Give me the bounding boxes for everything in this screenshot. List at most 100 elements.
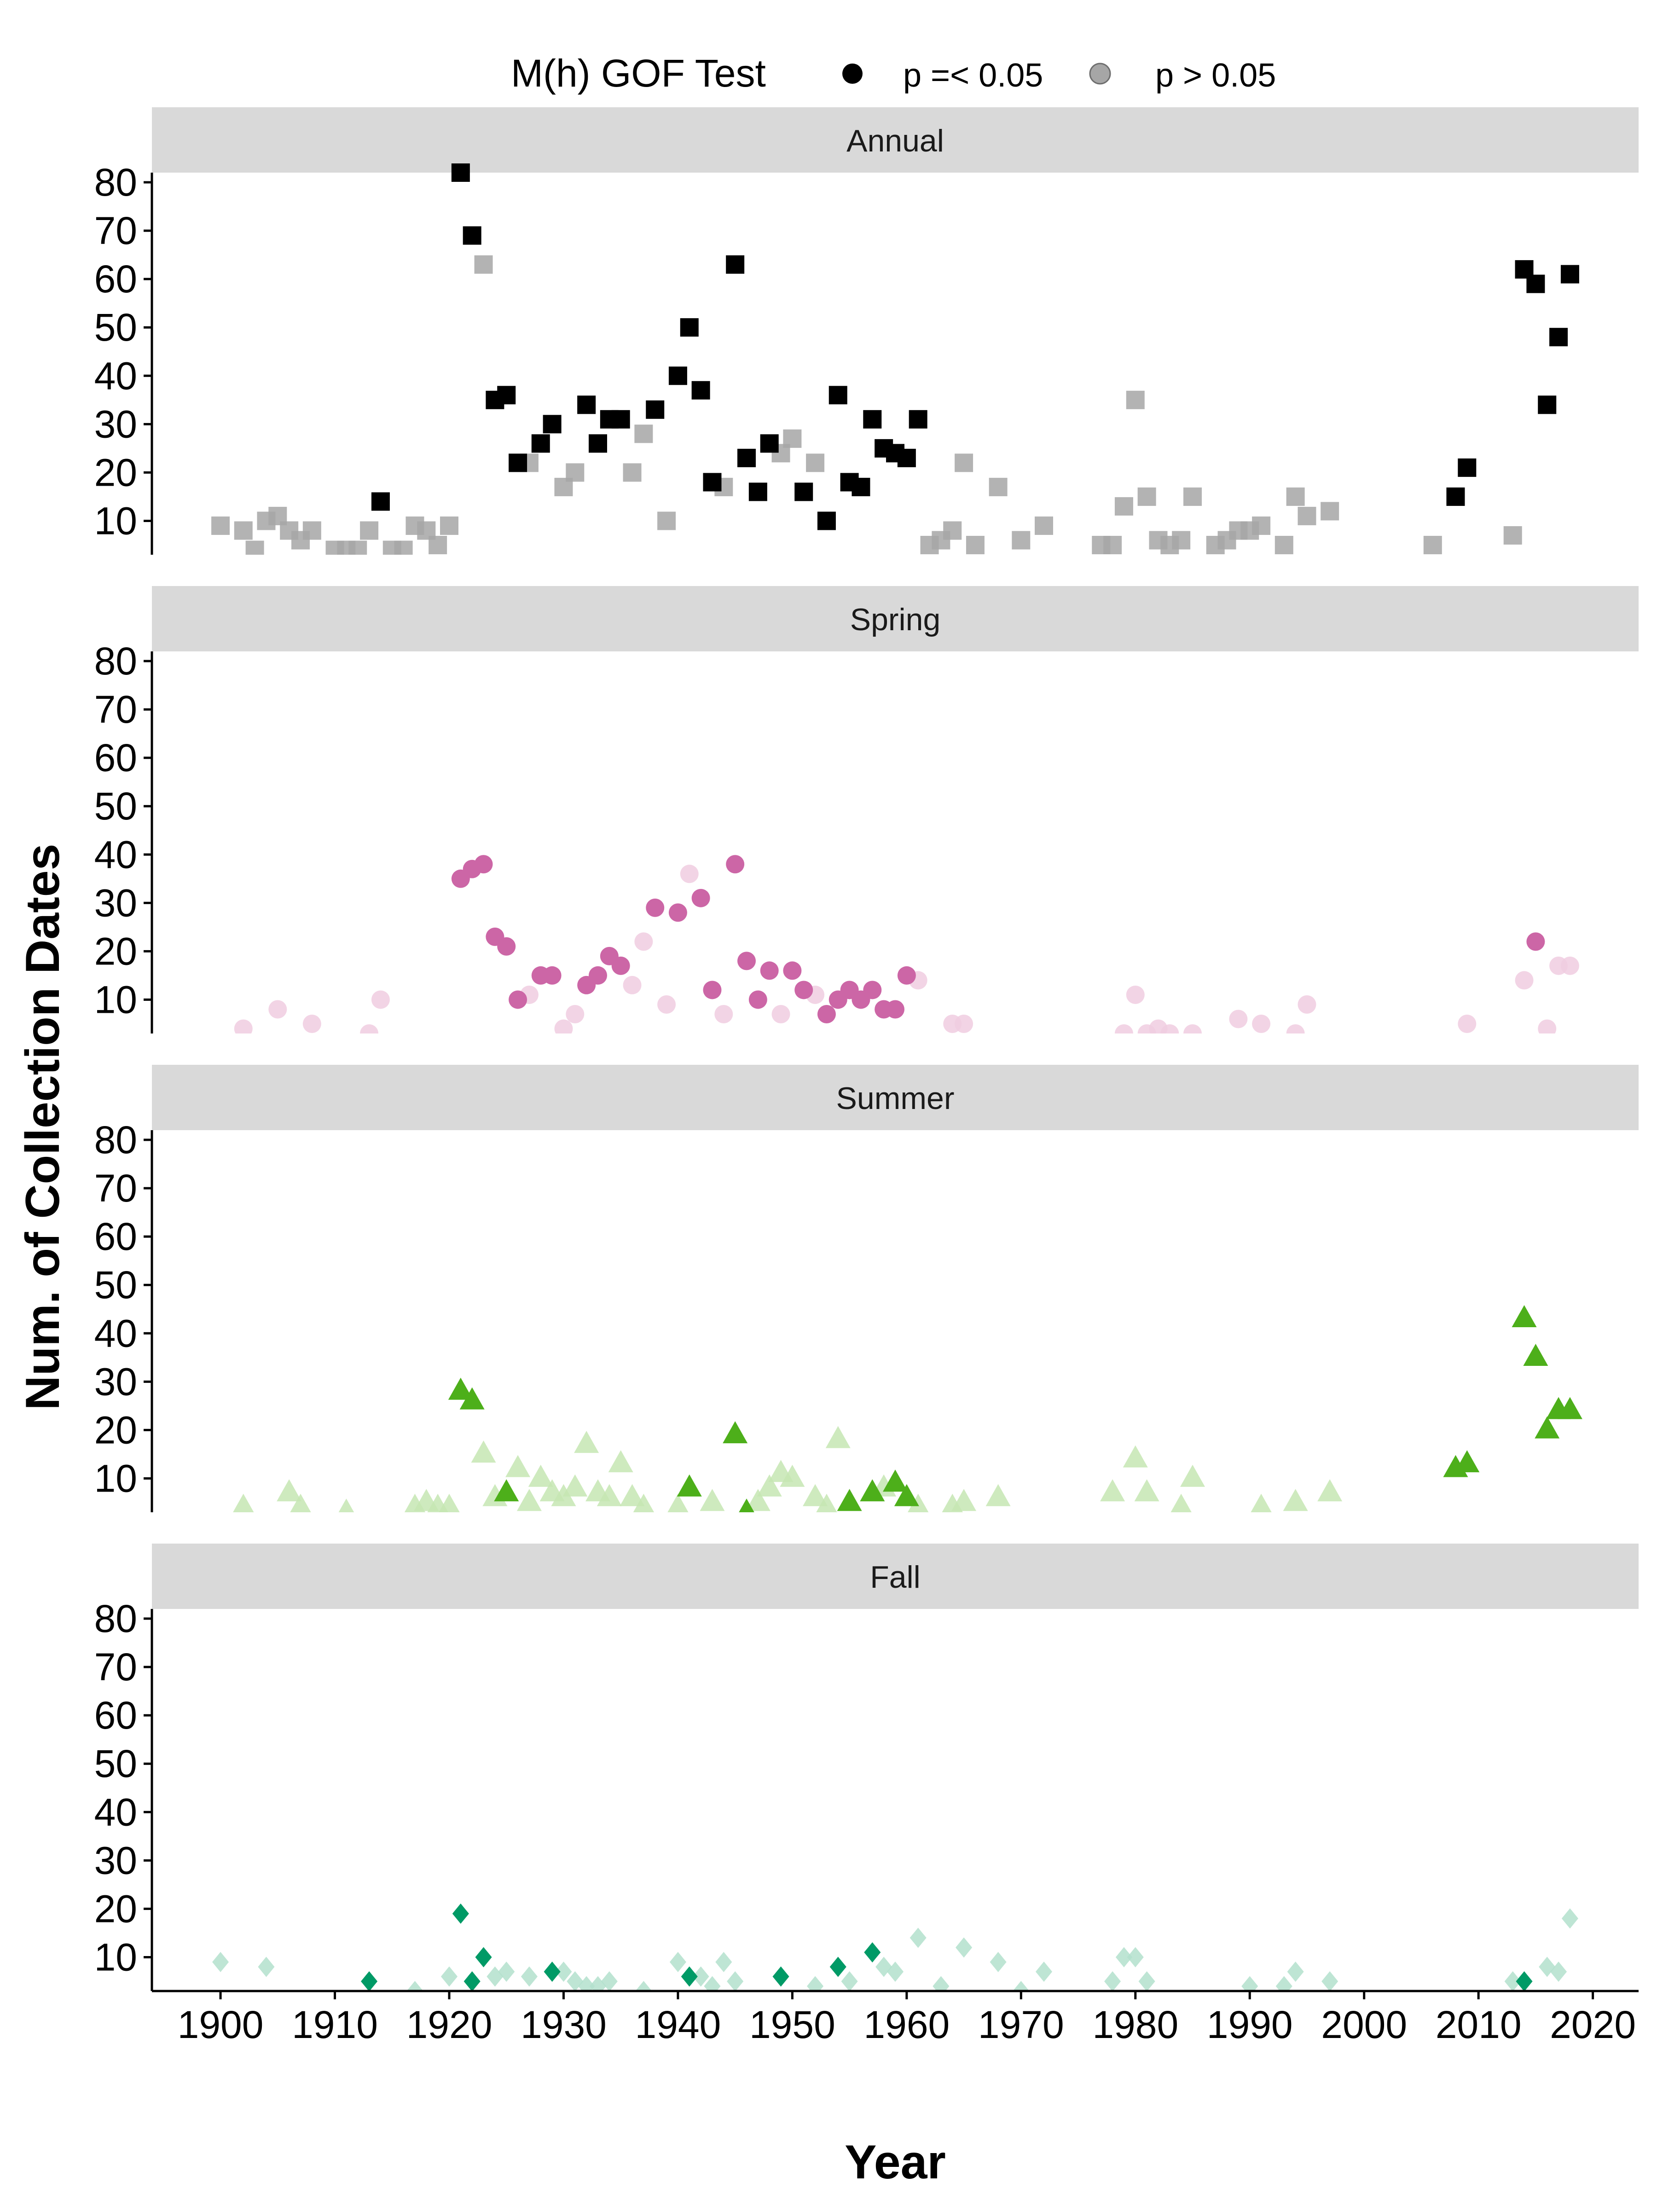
facet-strip-label: Summer xyxy=(836,1081,955,1116)
data-point-not-significant xyxy=(780,1464,805,1487)
data-point-not-significant xyxy=(608,1450,633,1473)
data-point-significant xyxy=(760,434,779,453)
data-point-not-significant xyxy=(1252,1014,1271,1033)
data-point-not-significant xyxy=(1321,502,1339,521)
data-point-not-significant xyxy=(1423,535,1442,554)
y-tick-label: 80 xyxy=(94,1118,137,1161)
data-point-significant xyxy=(1446,487,1465,506)
data-point-significant xyxy=(703,981,722,999)
data-point-significant xyxy=(497,386,516,405)
data-point-significant xyxy=(817,1004,836,1023)
data-point-not-significant xyxy=(1104,1971,1121,1991)
data-point-not-significant xyxy=(669,1951,686,1972)
data-point-significant xyxy=(1560,265,1579,284)
data-point-significant xyxy=(837,1489,862,1511)
data-point-not-significant xyxy=(406,1981,423,1991)
y-tick-label: 20 xyxy=(94,1887,137,1930)
facet-strip-label: Fall xyxy=(870,1560,921,1595)
data-point-not-significant xyxy=(757,1474,782,1497)
x-tick-label: 1930 xyxy=(521,2003,607,2046)
data-point-significant xyxy=(463,1971,481,1991)
data-point-not-significant xyxy=(566,463,585,482)
data-point-not-significant xyxy=(302,1014,321,1033)
data-point-not-significant xyxy=(1035,516,1053,535)
data-point-significant xyxy=(748,990,767,1009)
x-tick-label: 1990 xyxy=(1207,2003,1293,2046)
y-tick-label: 70 xyxy=(94,688,137,731)
data-point-not-significant xyxy=(700,1489,725,1511)
data-point-significant xyxy=(668,366,687,385)
data-point-not-significant xyxy=(1298,995,1316,1014)
data-point-significant xyxy=(772,1966,789,1987)
data-point-significant xyxy=(737,952,756,970)
data-point-significant xyxy=(475,1947,492,1968)
data-point-not-significant xyxy=(633,1493,655,1512)
data-point-not-significant xyxy=(1138,1971,1155,1991)
data-point-not-significant xyxy=(1287,1961,1304,1982)
data-point-not-significant xyxy=(597,1484,622,1506)
data-point-not-significant xyxy=(634,932,653,951)
data-point-not-significant xyxy=(562,1474,588,1497)
data-points xyxy=(234,855,1579,1033)
y-tick-label: 50 xyxy=(94,1742,137,1785)
data-point-not-significant xyxy=(440,1966,458,1987)
data-point-not-significant xyxy=(1321,1971,1338,1991)
data-point-not-significant xyxy=(211,516,230,535)
data-point-significant xyxy=(589,434,607,453)
data-point-not-significant xyxy=(1183,1024,1202,1033)
data-point-not-significant xyxy=(1100,1479,1125,1502)
data-point-not-significant xyxy=(634,424,653,443)
y-tick-label: 20 xyxy=(94,451,137,494)
data-point-significant xyxy=(509,990,527,1009)
x-tick-label: 1940 xyxy=(635,2003,721,2046)
data-point-not-significant xyxy=(1126,985,1145,1004)
data-point-not-significant xyxy=(623,463,642,482)
legend-key-not-significant xyxy=(1089,63,1111,85)
y-tick-label: 50 xyxy=(94,784,137,828)
data-point-not-significant xyxy=(745,1489,771,1511)
data-point-not-significant xyxy=(841,1971,858,1991)
y-tick-label: 30 xyxy=(94,1360,137,1403)
data-point-not-significant xyxy=(1538,1019,1557,1033)
data-point-significant xyxy=(1549,328,1568,347)
data-point-significant xyxy=(1458,458,1477,477)
data-point-significant xyxy=(886,1000,904,1019)
data-point-not-significant xyxy=(727,1971,744,1991)
facet-panel-annual: Annual 10 20 30 40 50 60 70 80 xyxy=(94,107,1639,555)
data-point-not-significant xyxy=(886,1961,904,1982)
data-point-not-significant xyxy=(620,1484,645,1506)
data-point-significant xyxy=(668,903,687,922)
data-point-significant xyxy=(451,163,470,182)
data-point-not-significant xyxy=(1115,1947,1132,1968)
data-point-significant xyxy=(828,386,847,405)
y-tick-label: 60 xyxy=(94,736,137,779)
data-point-not-significant xyxy=(657,995,676,1014)
data-point-significant xyxy=(1526,274,1545,293)
data-point-not-significant xyxy=(1137,487,1156,506)
y-tick-label: 10 xyxy=(94,978,137,1021)
y-tick-label: 30 xyxy=(94,402,137,446)
data-point-not-significant xyxy=(807,1976,824,1991)
x-tick-label: 1970 xyxy=(978,2003,1064,2046)
data-point-significant xyxy=(1512,1305,1537,1327)
data-point-not-significant xyxy=(258,1957,275,1977)
data-point-not-significant xyxy=(667,1493,689,1512)
data-point-not-significant xyxy=(1123,1445,1148,1468)
data-point-significant xyxy=(703,473,722,492)
data-point-not-significant xyxy=(439,1493,460,1512)
facet-strip-label: Annual xyxy=(846,123,944,158)
data-point-not-significant xyxy=(692,1966,709,1987)
data-point-not-significant xyxy=(951,1489,977,1511)
data-point-not-significant xyxy=(302,521,321,540)
data-point-significant xyxy=(748,482,767,501)
data-point-not-significant xyxy=(338,1498,354,1512)
data-point-significant xyxy=(737,448,756,467)
data-point-not-significant xyxy=(1515,971,1534,990)
data-point-not-significant xyxy=(1172,531,1191,550)
facet-panels: Annual 10 20 30 40 50 60 70 80 Spring 10 20 30 40 50 60… xyxy=(94,107,1639,1991)
data-point-not-significant xyxy=(704,1976,721,1991)
data-point-not-significant xyxy=(1035,1961,1053,1982)
data-point-not-significant xyxy=(440,516,458,535)
data-point-significant xyxy=(726,255,745,274)
